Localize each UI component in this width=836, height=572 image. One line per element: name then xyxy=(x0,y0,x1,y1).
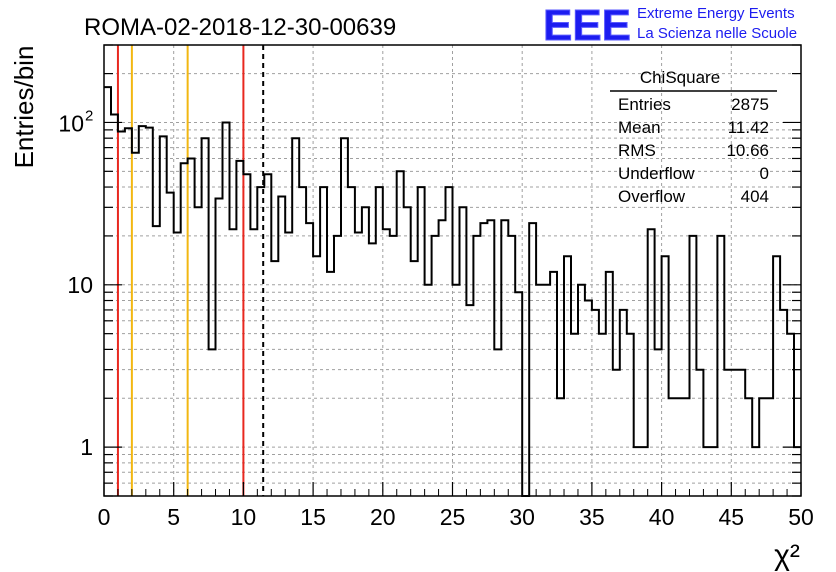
y-tick-label: 1 xyxy=(80,434,93,460)
eee-logo-line1: Extreme Energy Events xyxy=(637,5,795,22)
x-tick-label: 20 xyxy=(370,504,396,530)
y-tick-label: 10 xyxy=(67,272,93,298)
y-tick-label-exponent: 2 xyxy=(85,107,93,124)
histogram-outline xyxy=(104,86,801,497)
x-tick-label: 5 xyxy=(167,504,180,530)
x-axis-title: χ² xyxy=(774,539,800,572)
vertical-marker-lines xyxy=(116,45,265,496)
run-title: ROMA-02-2018-12-30-00639 xyxy=(84,14,396,41)
x-tick-label: 50 xyxy=(788,504,814,530)
x-tick-label: 0 xyxy=(98,504,111,530)
stats-row-label: RMS xyxy=(618,141,656,160)
stats-row-label: Mean xyxy=(618,118,661,137)
y-axis-title: Entries/bin xyxy=(9,46,39,169)
stats-row-label: Entries xyxy=(618,95,671,114)
stats-box: ChiSquare Entries 2875 Mean 11.42 RMS 10.66 Un… xyxy=(610,68,777,206)
stats-box-title: ChiSquare xyxy=(640,68,720,87)
eee-logo: EEE Extreme Energy Events La Scienza nel… xyxy=(543,1,798,51)
eee-logo-mark: EEE xyxy=(543,1,631,50)
stats-row-value: 11.42 xyxy=(728,118,769,137)
y-tick-label: 10 xyxy=(58,110,84,136)
stats-row-value: 404 xyxy=(741,187,769,206)
plot-frame xyxy=(103,44,802,497)
stats-row-label: Overflow xyxy=(618,187,686,206)
x-tick-label: 30 xyxy=(509,504,535,530)
eee-logo-line2: La Scienza nelle Scuole xyxy=(637,25,797,42)
stats-row-label: Underflow xyxy=(618,164,695,183)
x-tick-label: 15 xyxy=(300,504,326,530)
x-tick-label: 25 xyxy=(440,504,466,530)
x-tick-label: 45 xyxy=(719,504,745,530)
x-tick-label: 40 xyxy=(649,504,675,530)
x-tick-labels: 0 5 10 15 20 25 30 35 40 45 50 xyxy=(98,504,814,530)
x-tick-label: 10 xyxy=(231,504,257,530)
x-tick-label: 35 xyxy=(579,504,605,530)
stats-row-value: 10.66 xyxy=(726,141,769,160)
stats-row-value: 0 xyxy=(760,164,769,183)
stats-box-rows: Entries 2875 Mean 11.42 RMS 10.66 Underflow 0 Ov… xyxy=(618,95,769,206)
stats-row-value: 2875 xyxy=(731,95,769,114)
